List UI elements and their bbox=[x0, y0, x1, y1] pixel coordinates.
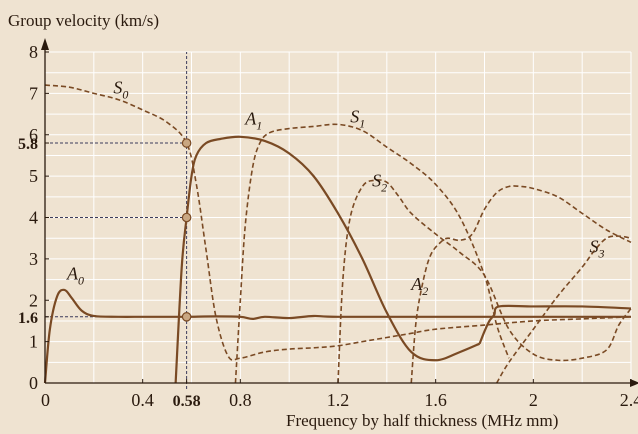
y-ticks: 0 1 1.62 3 4 5 5.86 7 8 bbox=[18, 42, 49, 393]
y-axis-title: Group velocity (km/s) bbox=[8, 11, 159, 30]
y-tick-label: 1.6 bbox=[18, 310, 38, 327]
y-tick-label: 5 bbox=[29, 166, 38, 186]
x-tick-label: 2 bbox=[529, 390, 538, 410]
y-tick-label: 0 bbox=[29, 373, 38, 393]
marker-point bbox=[181, 212, 192, 223]
curves bbox=[43, 84, 632, 384]
x-tick-label: 1.6 bbox=[424, 390, 447, 410]
y-tick-label: 1 bbox=[29, 332, 38, 352]
series-label-a1: A1 bbox=[244, 108, 262, 132]
series-curve-7 bbox=[496, 235, 632, 384]
grid bbox=[45, 51, 632, 383]
y-axis-arrow bbox=[41, 38, 49, 50]
marker-point bbox=[181, 138, 192, 148]
series-s0-curve bbox=[44, 84, 632, 361]
y-tick-label: 7 bbox=[29, 83, 38, 103]
y-tick-label: 6 bbox=[29, 125, 38, 145]
y-tick-label: 3 bbox=[29, 249, 38, 269]
x-tick-label: 1.2 bbox=[327, 390, 350, 410]
y-tick-label: 8 bbox=[29, 42, 38, 62]
series-s2-curve bbox=[337, 179, 632, 384]
x-tick-label: 0.8 bbox=[229, 390, 252, 410]
series-label-s3: S3 bbox=[589, 237, 604, 261]
series-label-a2: A2 bbox=[410, 274, 428, 298]
x-tick-label: 0.4 bbox=[131, 390, 154, 410]
x-tick-label: 0 bbox=[41, 390, 50, 410]
series-label-s2: S2 bbox=[372, 170, 387, 194]
x-tick-label: 2.4 bbox=[620, 390, 638, 410]
series-s3-curve bbox=[410, 185, 632, 384]
y-tick-label: 5.8 bbox=[18, 136, 38, 153]
x-tick-label: 0.58 bbox=[173, 393, 201, 410]
series-label-s1: S1 bbox=[350, 106, 365, 130]
x-axis-arrow bbox=[630, 379, 638, 387]
series-label-s0: S0 bbox=[113, 77, 128, 101]
y-tick-label: 4 bbox=[29, 208, 38, 228]
series-a2-curve bbox=[478, 304, 632, 345]
marker-points bbox=[181, 138, 192, 322]
marker-point bbox=[181, 311, 192, 322]
x-axis-title: Frequency by half thickness (MHz mm) bbox=[286, 411, 558, 430]
series-labels: A0 A1 A2 S0 S1 S2 S3 bbox=[66, 77, 605, 298]
y-tick-label: 2 bbox=[29, 290, 38, 310]
x-ticks: 0 0.4 0.58 0.8 1.2 1.6 2 2.4 bbox=[41, 379, 638, 410]
series-label-a0: A0 bbox=[66, 264, 84, 288]
series-s1-curve bbox=[234, 123, 510, 384]
axes bbox=[41, 38, 638, 387]
series-a1-curve bbox=[174, 135, 481, 384]
series-a0-curve bbox=[43, 288, 631, 384]
